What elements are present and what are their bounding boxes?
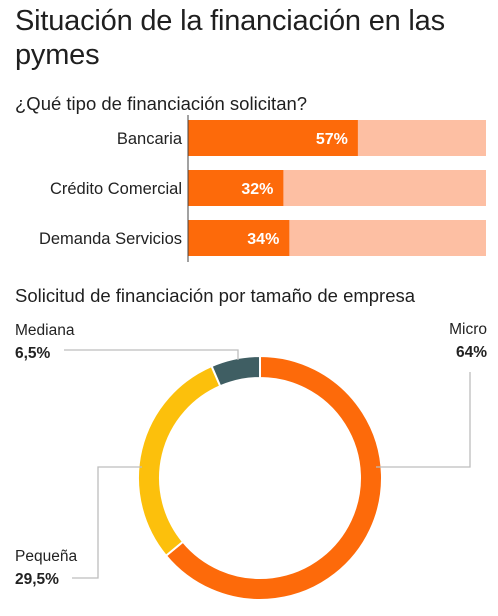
- bar: [188, 120, 358, 156]
- category-label: Crédito Comercial: [50, 180, 182, 198]
- donut-chart: Micro 64% Pequeña 29,5% Mediana 6,5%: [15, 321, 487, 601]
- data-label: 32%: [241, 181, 273, 198]
- slice-value: 64%: [456, 344, 487, 361]
- leader-line: [72, 466, 142, 579]
- slice-label: Pequeña: [15, 548, 77, 565]
- page-title: Situación de la financiación en las pyme…: [15, 5, 445, 71]
- donut-slice: [210, 354, 261, 388]
- donut-slice: [164, 354, 383, 601]
- leader-line: [64, 349, 239, 360]
- donut-slice: [137, 364, 222, 558]
- slice-value: 29,5%: [15, 571, 59, 588]
- donut-chart-title: Solicitud de financiación por tamaño de …: [15, 285, 416, 306]
- data-label: 34%: [247, 231, 279, 248]
- bar-chart: Bancaria 57% Crédito Comercial 32% Demanda S…: [39, 115, 486, 262]
- bar: [188, 220, 290, 256]
- category-label: Demanda Servicios: [39, 230, 182, 248]
- slice-label: Micro: [449, 321, 487, 338]
- category-label: Bancaria: [117, 130, 183, 148]
- bar-chart-title: ¿Qué tipo de financiación solicitan?: [15, 93, 308, 114]
- slice-label: Mediana: [15, 322, 75, 339]
- data-label: 57%: [316, 131, 348, 148]
- leader-line: [376, 372, 471, 468]
- bar: [188, 170, 284, 206]
- slice-value: 6,5%: [15, 345, 51, 362]
